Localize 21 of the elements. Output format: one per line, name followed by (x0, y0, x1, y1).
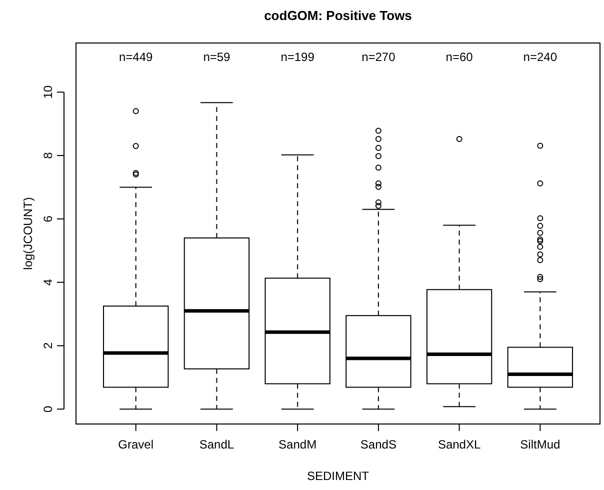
x-tick-label: SandXL (438, 437, 481, 452)
x-tick-label: SandS (360, 437, 396, 452)
chart-title: codGOM: Positive Tows (264, 8, 412, 23)
y-axis-title: log(JCOUNT) (21, 197, 35, 270)
x-tick-label: Gravel (118, 437, 154, 452)
y-tick-label: 2 (41, 342, 56, 350)
annotation: n=270 (362, 50, 396, 64)
x-axis-title: SEDIMENT (306, 469, 370, 483)
x-tick-label: SiltMud (520, 437, 560, 452)
x-tick-label: SandM (278, 437, 317, 452)
y-tick-label: 10 (41, 85, 56, 99)
y-tick-label: 0 (41, 405, 56, 412)
annotation: n=449 (118, 50, 154, 64)
y-tick-label: 6 (41, 215, 56, 222)
annotation: n=240 (523, 50, 558, 64)
x-tick-label: SandL (199, 437, 234, 452)
annotation: n=59 (203, 50, 231, 64)
y-tick-label: 4 (41, 278, 56, 286)
y-tick-label: 8 (41, 152, 56, 159)
annotation: n=60 (446, 50, 474, 64)
annotation: n=199 (280, 50, 315, 64)
